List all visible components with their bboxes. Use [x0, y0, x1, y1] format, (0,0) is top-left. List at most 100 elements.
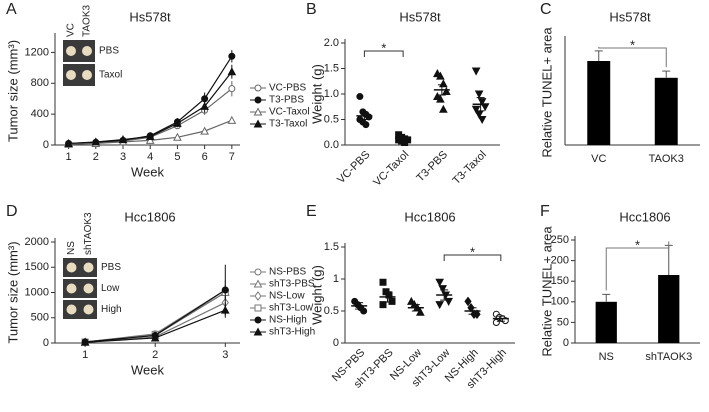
legend-marker: [253, 107, 263, 116]
legend-marker: [254, 84, 262, 92]
inset-row-label: Low: [101, 283, 120, 294]
x-tick-label: 1: [82, 349, 88, 361]
data-point: [439, 79, 448, 88]
data-point: [438, 285, 448, 294]
x-tick-label: T3-PBS: [414, 149, 450, 185]
marker: [118, 135, 128, 144]
significance-bracket: [598, 46, 667, 68]
data-point: [442, 86, 451, 95]
legend-label: NS-High: [269, 315, 307, 326]
data-point: [415, 307, 425, 316]
legend-marker: [253, 327, 263, 336]
tumor-photo: [66, 304, 77, 315]
chart-title: Hs578t: [129, 9, 171, 24]
bar: [654, 77, 678, 145]
x-tick-label: NS: [599, 351, 614, 363]
inset-column-label: shTAOK3: [83, 212, 94, 255]
data-point: [444, 297, 454, 306]
data-point: [436, 94, 445, 103]
y-axis-label: Relative TUNEL+ area: [539, 27, 554, 158]
legend-label: VC-PBS: [269, 83, 307, 94]
data-point: [435, 301, 445, 310]
marker: [227, 115, 237, 124]
x-tick-label: 1: [66, 151, 72, 163]
data-point: [471, 105, 481, 114]
y-tick-label: 0: [563, 337, 569, 349]
x-axis-label: Week: [131, 362, 164, 377]
marker: [200, 101, 209, 110]
y-axis-label: Tumor size (mm³): [5, 241, 20, 343]
y-tick-label: 0: [43, 139, 49, 151]
data-point: [439, 104, 448, 113]
marker: [228, 52, 236, 60]
tumor-photo: [83, 262, 94, 273]
data-point: [356, 93, 364, 101]
chart-title: Hs578t: [399, 9, 441, 24]
y-tick-label: 500: [31, 312, 49, 324]
y-tick-label: 0: [333, 337, 339, 349]
legend-label: T3-PBS: [269, 95, 304, 106]
x-tick-label: 7: [229, 151, 235, 163]
marker: [80, 337, 90, 346]
inset-photo: [63, 64, 95, 86]
significance-label: *: [635, 237, 640, 252]
inset-photo: [63, 40, 95, 62]
panel-letter: F: [540, 203, 550, 220]
tumor-photo: [82, 46, 92, 56]
legend-marker: [254, 96, 262, 104]
significance-bracket: [363, 50, 404, 57]
significance-bracket: [443, 254, 502, 261]
x-tick-label: 2: [93, 151, 99, 163]
tumor-photo: [66, 46, 76, 56]
marker: [173, 132, 182, 141]
tumor-photo: [82, 70, 92, 80]
data-point: [435, 278, 445, 287]
data-point: [362, 121, 370, 129]
legend-marker: [254, 291, 262, 301]
legend-label: VC-Taxol: [269, 107, 310, 118]
x-tick-label: 3: [222, 349, 228, 361]
tumor-photo: [66, 262, 77, 273]
y-tick-label: 1200: [25, 46, 49, 58]
legend-marker: [254, 304, 262, 312]
x-tick-label: 3: [120, 151, 126, 163]
marker: [64, 138, 73, 147]
y-tick-label: 150: [551, 275, 569, 287]
x-tick-label: 4: [147, 151, 153, 163]
y-tick-label: 0.5: [324, 305, 339, 317]
inset-row-label: High: [101, 304, 122, 315]
y-tick-label: 1.0: [324, 88, 339, 100]
y-axis-label: Relative TUNEL+ area: [539, 226, 554, 357]
tumor-photo: [83, 304, 94, 315]
chart-title: Hcc1806: [619, 209, 670, 224]
panel-letter: A: [6, 1, 17, 18]
marker: [200, 126, 209, 135]
marker: [145, 131, 155, 141]
marker: [228, 85, 236, 93]
y-tick-label: 1: [333, 273, 339, 285]
y-tick-label: 1500: [25, 261, 49, 273]
data-point: [474, 90, 484, 99]
significance-bracket: [605, 241, 670, 291]
y-axis-label: Weight (g): [309, 265, 324, 325]
y-tick-label: 50: [557, 316, 569, 328]
data-point: [436, 71, 445, 80]
x-tick-label: 6: [202, 151, 208, 163]
legend-marker: [254, 316, 262, 324]
data-point: [388, 297, 396, 305]
inset-row-label: Taxol: [99, 70, 122, 81]
x-tick-label: 5: [174, 151, 180, 163]
legend-label: shT3-PBS: [269, 279, 315, 290]
marker: [221, 286, 229, 294]
x-tick-label: shTAOK3: [645, 351, 692, 363]
marker: [173, 118, 182, 127]
legend-label: NS-Low: [269, 291, 305, 302]
marker: [145, 135, 155, 144]
inset-row-label: PBS: [101, 262, 121, 273]
significance-label: *: [381, 40, 386, 55]
bar: [658, 275, 680, 343]
y-tick-label: 1.5: [324, 241, 339, 253]
marker: [220, 305, 230, 314]
x-axis-label: Week: [131, 164, 164, 179]
